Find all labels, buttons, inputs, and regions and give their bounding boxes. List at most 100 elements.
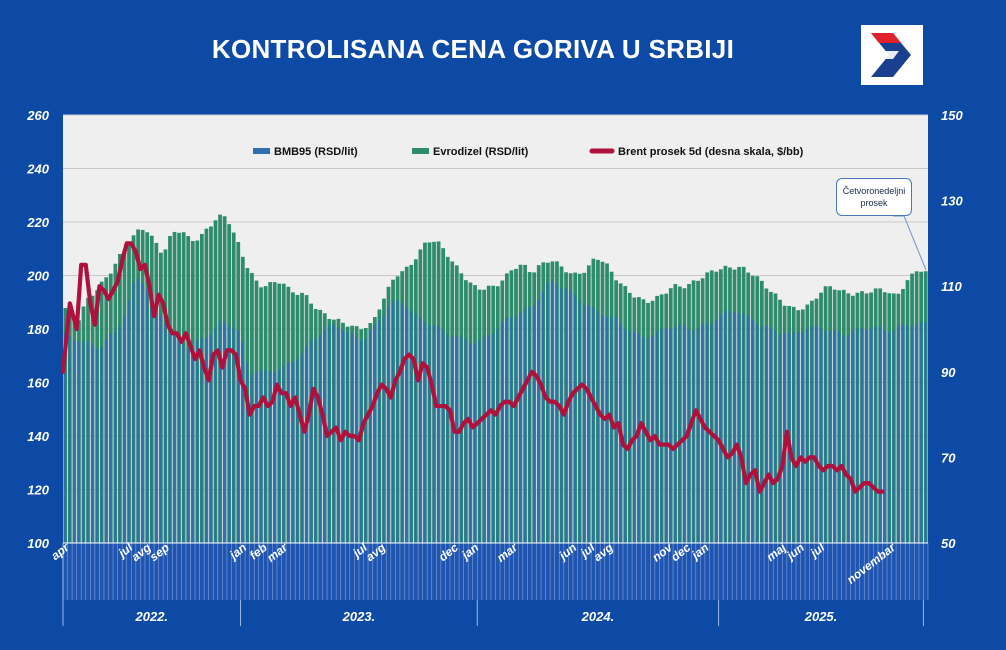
bmb95-bar	[596, 311, 599, 543]
bmb95-bar	[482, 336, 485, 543]
bmb95-bar	[828, 330, 831, 543]
callout-line-2: prosek	[860, 198, 888, 208]
bmb95-bar	[560, 287, 563, 543]
bmb95-bar	[309, 341, 312, 543]
bmb95-bar	[214, 327, 217, 543]
right-axis-tick-label: 90	[941, 365, 956, 380]
bmb95-bar	[159, 315, 162, 543]
bmb95-bar	[218, 321, 221, 543]
bmb95-bar	[496, 328, 499, 543]
bmb95-bar	[164, 323, 167, 543]
bmb95-bar	[182, 343, 185, 543]
bmb95-bar	[792, 331, 795, 543]
bmb95-bar	[692, 330, 695, 543]
bmb95-bar	[473, 343, 476, 543]
bmb95-bar	[232, 327, 235, 543]
bmb95-bar	[528, 306, 531, 543]
bmb95-bar	[246, 362, 249, 543]
bmb95-bar	[368, 330, 371, 543]
bmb95-bar	[118, 326, 121, 543]
left-axis-tick-label: 160	[27, 376, 49, 391]
bmb95-bar	[314, 338, 317, 543]
bmb95-bar	[742, 313, 745, 543]
bmb95-bar	[268, 371, 271, 543]
bmb95-bar	[109, 334, 112, 543]
right-axis-tick-label: 50	[941, 536, 956, 551]
bmb95-bar	[469, 342, 472, 543]
bmb95-bar	[464, 339, 467, 543]
bmb95-bar	[887, 332, 890, 543]
bmb95-bar	[291, 361, 294, 543]
legend-label: BMB95 (RSD/lit)	[274, 146, 358, 158]
bmb95-bar	[318, 334, 321, 543]
legend-label: Brent prosek 5d (desna skala, $/bb)	[618, 146, 804, 158]
bmb95-bar	[359, 340, 362, 543]
bmb95-bar	[305, 345, 308, 543]
brent-line	[60, 241, 885, 494]
year-label: 2024.	[581, 609, 615, 624]
bars	[63, 214, 928, 544]
bmb95-bar	[582, 304, 585, 543]
bmb95-bar	[856, 327, 859, 543]
bmb95-bar	[573, 295, 576, 543]
bmb95-bar	[259, 370, 262, 543]
bmb95-bar	[332, 324, 335, 543]
left-axis-tick-label: 240	[26, 162, 49, 177]
bmb95-bar	[391, 300, 394, 543]
bmb95-bar	[796, 332, 799, 543]
bmb95-bar	[455, 336, 458, 543]
bmb95-bar	[113, 331, 117, 543]
bmb95-bar	[68, 336, 71, 543]
bmb95-bar	[569, 290, 572, 543]
bmb95-bar	[195, 339, 198, 543]
bmb95-bar	[414, 313, 417, 543]
bmb95-bar	[551, 280, 554, 543]
bmb95-bar	[446, 334, 449, 543]
bmb95-bar	[519, 312, 522, 543]
bmb95-bar	[842, 335, 845, 543]
bmb95-bar	[714, 320, 717, 543]
bmb95-bar	[77, 341, 80, 543]
bmb95-bar	[678, 324, 681, 543]
right-axis-tick-label: 110	[941, 279, 962, 294]
bmb95-bar	[514, 316, 517, 543]
bmb95-bar	[250, 373, 253, 543]
bmb95-bar	[63, 333, 66, 543]
bmb95-bar	[487, 335, 490, 543]
bmb95-bar	[810, 325, 813, 543]
bmb95-bar	[323, 329, 326, 543]
bmb95-bar	[200, 337, 203, 543]
bmb95-bar	[919, 321, 922, 543]
bmb95-bar	[100, 346, 103, 543]
bmb95-bar	[154, 304, 158, 543]
legend-swatch	[253, 148, 270, 154]
bmb95-bar	[145, 288, 148, 543]
bmb95-bar	[696, 327, 699, 543]
bmb95-bar	[382, 315, 385, 543]
brent-line-layer	[60, 241, 885, 494]
bmb95-bar	[874, 326, 877, 543]
bmb95-bar	[664, 328, 667, 543]
bmb95-bar	[541, 291, 544, 543]
bmb95-bar	[719, 314, 722, 543]
bmb95-bar	[869, 328, 872, 543]
bmb95-bar	[150, 295, 153, 543]
bmb95-bar	[510, 317, 513, 543]
bmb95-bar	[400, 303, 403, 543]
left-axis-tick-label: 220	[26, 215, 49, 230]
logo-red-stripe	[871, 33, 901, 43]
bmb95-bar	[614, 317, 617, 543]
bmb95-bar	[724, 310, 727, 543]
bmb95-bar	[915, 324, 918, 543]
bmb95-bar	[523, 308, 526, 543]
bmb95-bar	[746, 314, 749, 543]
bmb95-bar	[769, 327, 772, 543]
bmb95-bar	[815, 325, 818, 543]
bmb95-bar	[901, 323, 904, 543]
bmb95-bar	[450, 337, 453, 543]
bmb95-bar	[701, 324, 704, 543]
bmb95-bar	[705, 323, 708, 543]
bmb95-bar	[387, 306, 390, 543]
bmb95-bar	[346, 331, 349, 543]
